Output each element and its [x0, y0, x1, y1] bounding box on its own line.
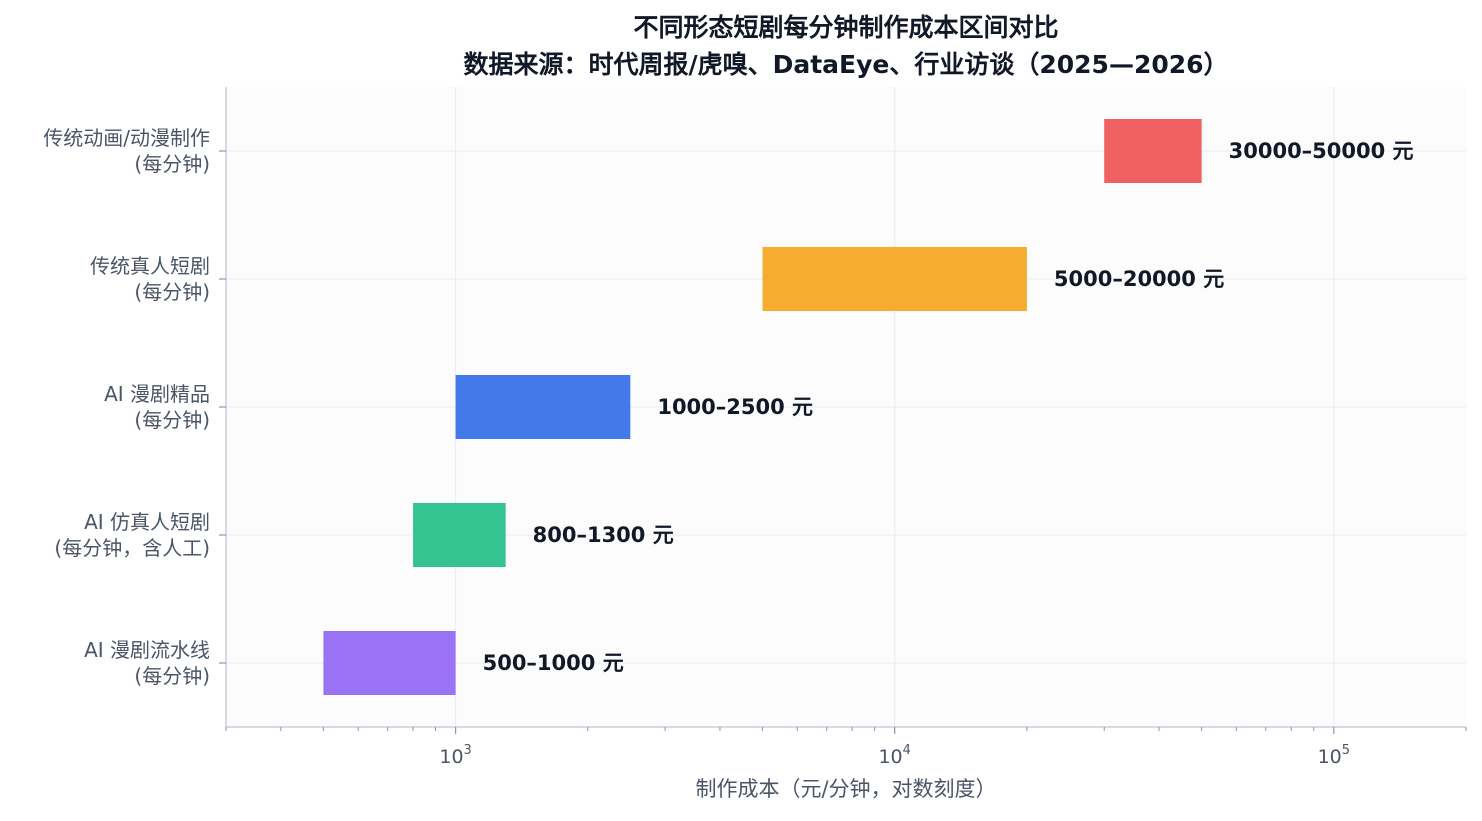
chart-title-line-2: 数据来源：时代周报/虎嗅、DataEye、行业访谈（2025—2026） — [463, 50, 1228, 79]
bars — [323, 119, 1202, 695]
range-bar — [1104, 119, 1202, 183]
category-label: AI 漫剧流水线(每分钟) — [84, 638, 210, 688]
value-label: 500–1000 元 — [483, 651, 624, 675]
range-bar — [455, 375, 631, 439]
labels: 103 104 105 30000–50000 元 传统动画/动漫制作(每分钟) 5000… — [43, 126, 1413, 768]
x-axis-label: 制作成本（元/分钟，对数刻度） — [695, 777, 996, 801]
category-label: AI 仿真人短剧(每分钟，含人工) — [54, 510, 210, 560]
axes — [219, 87, 1467, 734]
value-label: 5000–20000 元 — [1054, 267, 1224, 291]
range-bar — [413, 503, 506, 567]
category-label: AI 漫剧精品(每分钟) — [104, 382, 210, 432]
value-label: 800–1300 元 — [533, 523, 674, 547]
x-tick-label: 104 — [878, 743, 910, 768]
x-tick-label: 105 — [1318, 743, 1350, 768]
category-label: 传统动画/动漫制作(每分钟) — [43, 126, 210, 176]
value-label: 1000–2500 元 — [657, 395, 813, 419]
chart-title-line-1: 不同形态短剧每分钟制作成本区间对比 — [633, 13, 1058, 42]
range-bar — [323, 631, 456, 695]
x-tick-label: 103 — [439, 743, 471, 768]
range-bar — [762, 247, 1027, 311]
value-label: 30000–50000 元 — [1229, 139, 1414, 163]
category-label: 传统真人短剧(每分钟) — [90, 254, 210, 304]
